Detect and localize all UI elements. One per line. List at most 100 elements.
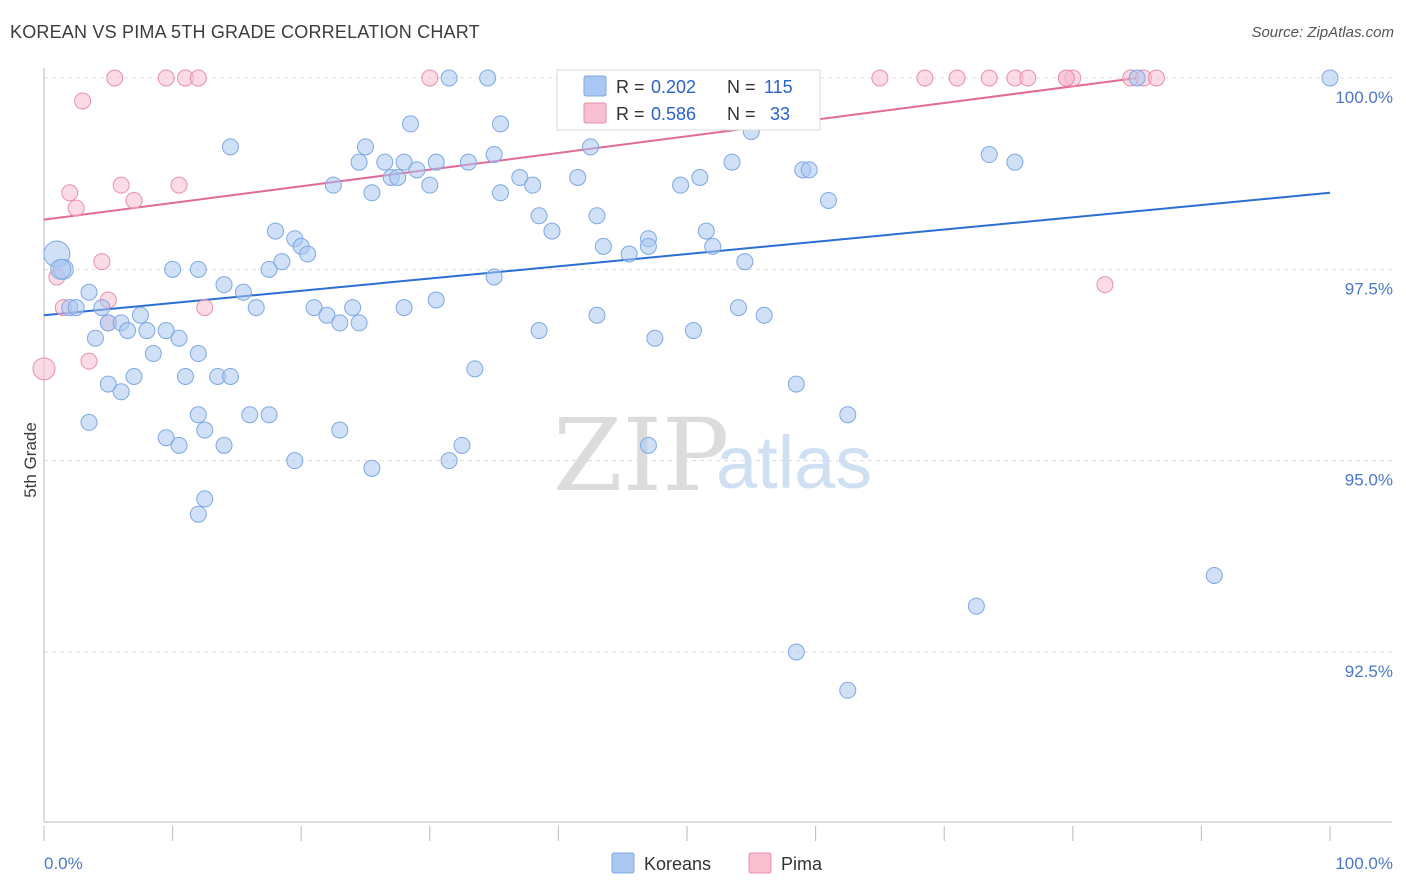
series-koreans xyxy=(43,69,1339,699)
korean-point xyxy=(466,360,484,378)
korean-point xyxy=(157,322,175,340)
korean-point xyxy=(86,329,104,347)
korean-point xyxy=(967,597,985,615)
korean-point xyxy=(234,283,252,301)
korean-point xyxy=(99,375,117,393)
pima-point xyxy=(1057,69,1075,87)
pima-point xyxy=(421,69,439,87)
x-tick-label: 0.0% xyxy=(44,854,83,873)
korean-point xyxy=(453,436,471,454)
korean-point xyxy=(800,161,818,179)
korean-point xyxy=(736,253,754,271)
korean-point xyxy=(569,168,587,186)
korean-point xyxy=(144,345,162,363)
korean-point xyxy=(492,184,510,202)
korean-point xyxy=(729,299,747,317)
korean-point xyxy=(440,69,458,87)
korean-point xyxy=(215,436,233,454)
korean-point xyxy=(350,153,368,171)
korean-point xyxy=(189,260,207,278)
y-tick-label: 92.5% xyxy=(1345,662,1393,681)
korean-point xyxy=(524,176,542,194)
tick-labels: 100.0% 97.5% 95.0% 92.5% 0.0% 100.0% xyxy=(44,88,1393,873)
korean-point xyxy=(588,207,606,225)
legend-r-label: R = xyxy=(616,77,645,97)
source-label: Source: ZipAtlas.com xyxy=(1251,24,1394,41)
korean-point xyxy=(215,276,233,294)
chart-title: KOREAN VS PIMA 5TH GRADE CORRELATION CHA… xyxy=(10,22,480,42)
korean-point xyxy=(723,153,741,171)
korean-point xyxy=(331,314,349,332)
pima-point xyxy=(1096,276,1114,294)
korean-point xyxy=(421,176,439,194)
korean-point xyxy=(787,375,805,393)
pima-point xyxy=(916,69,934,87)
pima-point xyxy=(125,191,143,209)
korean-point xyxy=(755,306,773,324)
korean-point xyxy=(221,367,239,385)
korean-point xyxy=(221,138,239,156)
korean-point xyxy=(286,452,304,470)
pima-point xyxy=(980,69,998,87)
data-points xyxy=(32,69,1339,699)
legend-n-value: 115 xyxy=(764,77,793,97)
korean-point xyxy=(485,146,503,164)
bottom-legend-swatch-pima xyxy=(748,852,772,874)
korean-point xyxy=(176,367,194,385)
korean-point xyxy=(704,237,722,255)
pima-point xyxy=(196,299,214,317)
korean-point xyxy=(639,237,657,255)
korean-point xyxy=(582,138,600,156)
korean-point xyxy=(1321,69,1339,87)
korean-point xyxy=(672,176,690,194)
korean-point xyxy=(1128,69,1146,87)
korean-point xyxy=(119,322,137,340)
korean-point xyxy=(170,329,188,347)
pima-point xyxy=(32,357,56,381)
korean-point xyxy=(344,299,362,317)
korean-point xyxy=(459,153,477,171)
bottom-legend-label-koreans: Koreans xyxy=(644,854,711,874)
legend-box: R = 0.202 N = 115 R = 0.586 N = 33 xyxy=(556,69,821,131)
bottom-legend-swatch-koreans xyxy=(611,852,635,874)
korean-point xyxy=(427,291,445,309)
korean-point xyxy=(1205,566,1223,584)
korean-point xyxy=(260,406,278,424)
legend-n-value: 33 xyxy=(770,104,790,124)
korean-point xyxy=(189,505,207,523)
korean-point xyxy=(408,161,426,179)
korean-point xyxy=(170,436,188,454)
y-axis-label: 5th Grade xyxy=(21,422,40,498)
legend-n-label: N = xyxy=(727,104,756,124)
korean-point xyxy=(1006,153,1024,171)
legend-n-label: N = xyxy=(727,77,756,97)
korean-point xyxy=(543,222,561,240)
korean-point xyxy=(839,406,857,424)
pima-point xyxy=(1019,69,1037,87)
korean-point xyxy=(80,283,98,301)
korean-point xyxy=(363,459,381,477)
bottom-legend: Koreans Pima xyxy=(611,852,823,874)
korean-point xyxy=(691,168,709,186)
korean-point xyxy=(479,69,497,87)
korean-point xyxy=(639,436,657,454)
korean-point xyxy=(530,207,548,225)
pima-point xyxy=(106,69,124,87)
legend-r-value: 0.586 xyxy=(651,104,696,124)
korean-point xyxy=(787,643,805,661)
pima-point xyxy=(871,69,889,87)
korean-point xyxy=(50,258,72,280)
korean-point xyxy=(684,322,702,340)
korean-point xyxy=(125,367,143,385)
korean-point xyxy=(324,176,342,194)
korean-point xyxy=(440,452,458,470)
korean-point xyxy=(266,222,284,240)
korean-point xyxy=(376,153,394,171)
korean-point xyxy=(138,322,156,340)
korean-point xyxy=(157,429,175,447)
pima-point xyxy=(189,69,207,87)
pima-point xyxy=(1147,69,1165,87)
x-tick-label: 100.0% xyxy=(1335,854,1393,873)
korean-point xyxy=(196,421,214,439)
